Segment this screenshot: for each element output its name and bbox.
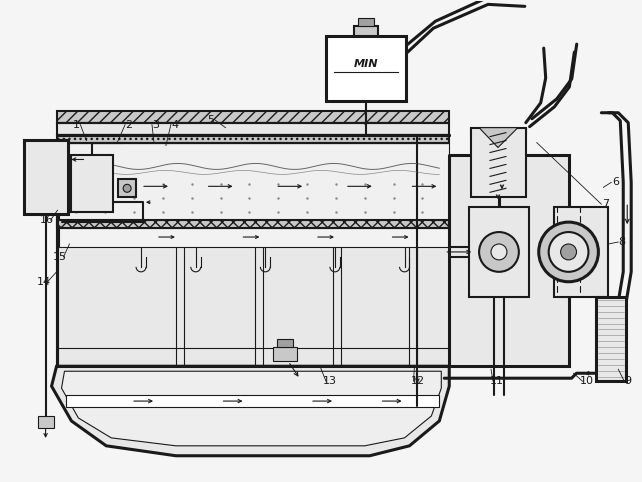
Text: 2: 2	[126, 120, 133, 130]
Polygon shape	[51, 366, 449, 456]
Bar	[58, 143, 449, 220]
Bar	[56, 111, 449, 123]
Text: 8: 8	[619, 237, 626, 247]
Bar	[67, 395, 439, 407]
Bar	[354, 26, 377, 36]
Circle shape	[549, 232, 589, 272]
Bar	[469, 207, 529, 297]
Circle shape	[539, 222, 598, 282]
Bar	[118, 179, 136, 197]
Text: 10: 10	[580, 376, 593, 386]
Bar	[273, 348, 297, 362]
Bar	[56, 220, 449, 228]
Bar	[71, 155, 113, 212]
Text: 7: 7	[602, 199, 609, 209]
Bar	[358, 18, 374, 26]
Circle shape	[560, 244, 577, 260]
Bar	[56, 156, 569, 366]
Bar	[58, 228, 449, 247]
Polygon shape	[471, 128, 526, 197]
Polygon shape	[62, 371, 441, 446]
Bar	[38, 416, 53, 428]
Text: 16: 16	[40, 215, 53, 225]
Bar	[553, 207, 609, 297]
Bar	[56, 134, 449, 143]
Text: 1: 1	[73, 120, 80, 130]
Text: 6: 6	[612, 177, 619, 187]
Text: 13: 13	[323, 376, 337, 386]
Text: MIN: MIN	[354, 59, 378, 69]
Bar	[326, 36, 406, 101]
Bar	[596, 297, 626, 381]
Bar	[277, 339, 293, 348]
Text: 12: 12	[410, 376, 424, 386]
Circle shape	[479, 232, 519, 272]
Text: 15: 15	[53, 252, 67, 262]
Text: 4: 4	[171, 120, 178, 130]
Text: 11: 11	[490, 376, 504, 386]
Text: 14: 14	[37, 277, 51, 287]
Text: 9: 9	[625, 376, 632, 386]
Polygon shape	[479, 128, 518, 147]
Bar	[24, 140, 69, 214]
Text: 5: 5	[207, 115, 214, 125]
Circle shape	[491, 244, 507, 260]
Bar	[56, 123, 449, 134]
Circle shape	[123, 184, 131, 192]
Text: 3: 3	[152, 120, 159, 130]
